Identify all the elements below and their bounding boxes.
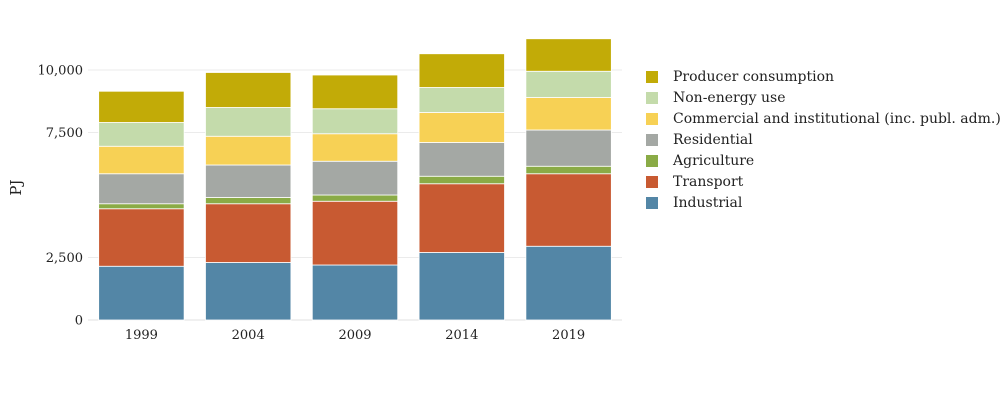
bar-segment bbox=[98, 173, 185, 205]
bar-segment bbox=[205, 135, 292, 166]
legend-swatch bbox=[646, 196, 658, 209]
legend-item[interactable]: Non-energy use bbox=[646, 87, 1000, 108]
bar-segment bbox=[98, 122, 185, 147]
bar-segment bbox=[205, 164, 292, 198]
legend-swatch bbox=[646, 91, 658, 104]
legend-item[interactable]: Producer consumption bbox=[646, 66, 1000, 87]
x-tick-label: 2019 bbox=[552, 328, 585, 343]
bar-segment bbox=[418, 175, 505, 185]
x-tick-label: 2014 bbox=[445, 328, 478, 343]
bar-segment bbox=[525, 245, 612, 321]
bar-segment bbox=[98, 90, 185, 123]
bar-segment bbox=[311, 133, 399, 162]
bar-segment bbox=[525, 165, 612, 175]
bar-segment bbox=[311, 160, 399, 196]
legend-item[interactable]: Residential bbox=[646, 129, 1000, 150]
y-tick-label: 0 bbox=[75, 314, 83, 329]
bar-segment bbox=[525, 129, 612, 167]
bar-segment bbox=[98, 145, 185, 175]
bar-segment bbox=[98, 203, 185, 210]
legend-label: Industrial bbox=[673, 194, 743, 211]
legend-swatch bbox=[646, 154, 658, 167]
legend-label: Non-energy use bbox=[673, 89, 786, 106]
bar-segment bbox=[205, 107, 292, 137]
bar-segment bbox=[311, 74, 399, 110]
bar-segment bbox=[418, 183, 505, 253]
legend-item[interactable]: Agriculture bbox=[646, 150, 1000, 171]
y-tick-label: 10,000 bbox=[38, 64, 84, 79]
x-tick-label: 2004 bbox=[232, 328, 265, 343]
bar-segment bbox=[525, 97, 612, 131]
bar-segment bbox=[525, 70, 612, 98]
bar-segment bbox=[418, 112, 505, 143]
legend-label: Commercial and institutional (inc. publ.… bbox=[673, 110, 1000, 127]
bar-segment bbox=[311, 264, 399, 321]
legend-label: Producer consumption bbox=[673, 68, 835, 85]
legend-label: Residential bbox=[673, 131, 753, 148]
y-tick-label: 2,500 bbox=[46, 251, 83, 266]
bar-segment bbox=[205, 72, 292, 108]
x-tick-label: 2009 bbox=[338, 328, 371, 343]
bar-segment bbox=[205, 203, 292, 263]
bar-segment bbox=[311, 200, 399, 266]
legend-item[interactable]: Commercial and institutional (inc. publ.… bbox=[646, 108, 1000, 129]
y-axis-title: PJ bbox=[7, 179, 25, 195]
legend-swatch bbox=[646, 133, 658, 146]
legend-item[interactable]: Transport bbox=[646, 171, 1000, 192]
bar-segment bbox=[205, 197, 292, 205]
legend-swatch bbox=[646, 175, 658, 188]
legend-swatch bbox=[646, 112, 658, 125]
bar-segment bbox=[525, 38, 612, 72]
y-tick-label: 7,500 bbox=[46, 126, 83, 141]
bar-segment bbox=[98, 208, 185, 267]
legend-swatch bbox=[646, 70, 658, 83]
bar-segment bbox=[418, 252, 505, 321]
bar-segment bbox=[311, 108, 399, 135]
legend-label: Agriculture bbox=[673, 152, 755, 169]
bar-segment bbox=[98, 265, 185, 321]
bar-segment bbox=[205, 262, 292, 321]
bar-segment bbox=[418, 53, 505, 88]
bar-segment bbox=[418, 142, 505, 177]
bar-segment bbox=[418, 87, 505, 113]
legend-item[interactable]: Industrial bbox=[646, 192, 1000, 213]
legend: Producer consumption Non-energy use Commer… bbox=[646, 66, 1000, 213]
bar-segment bbox=[525, 173, 612, 247]
bar-segment bbox=[311, 194, 399, 202]
legend-label: Transport bbox=[673, 173, 744, 190]
x-tick-label: 1999 bbox=[125, 328, 158, 343]
